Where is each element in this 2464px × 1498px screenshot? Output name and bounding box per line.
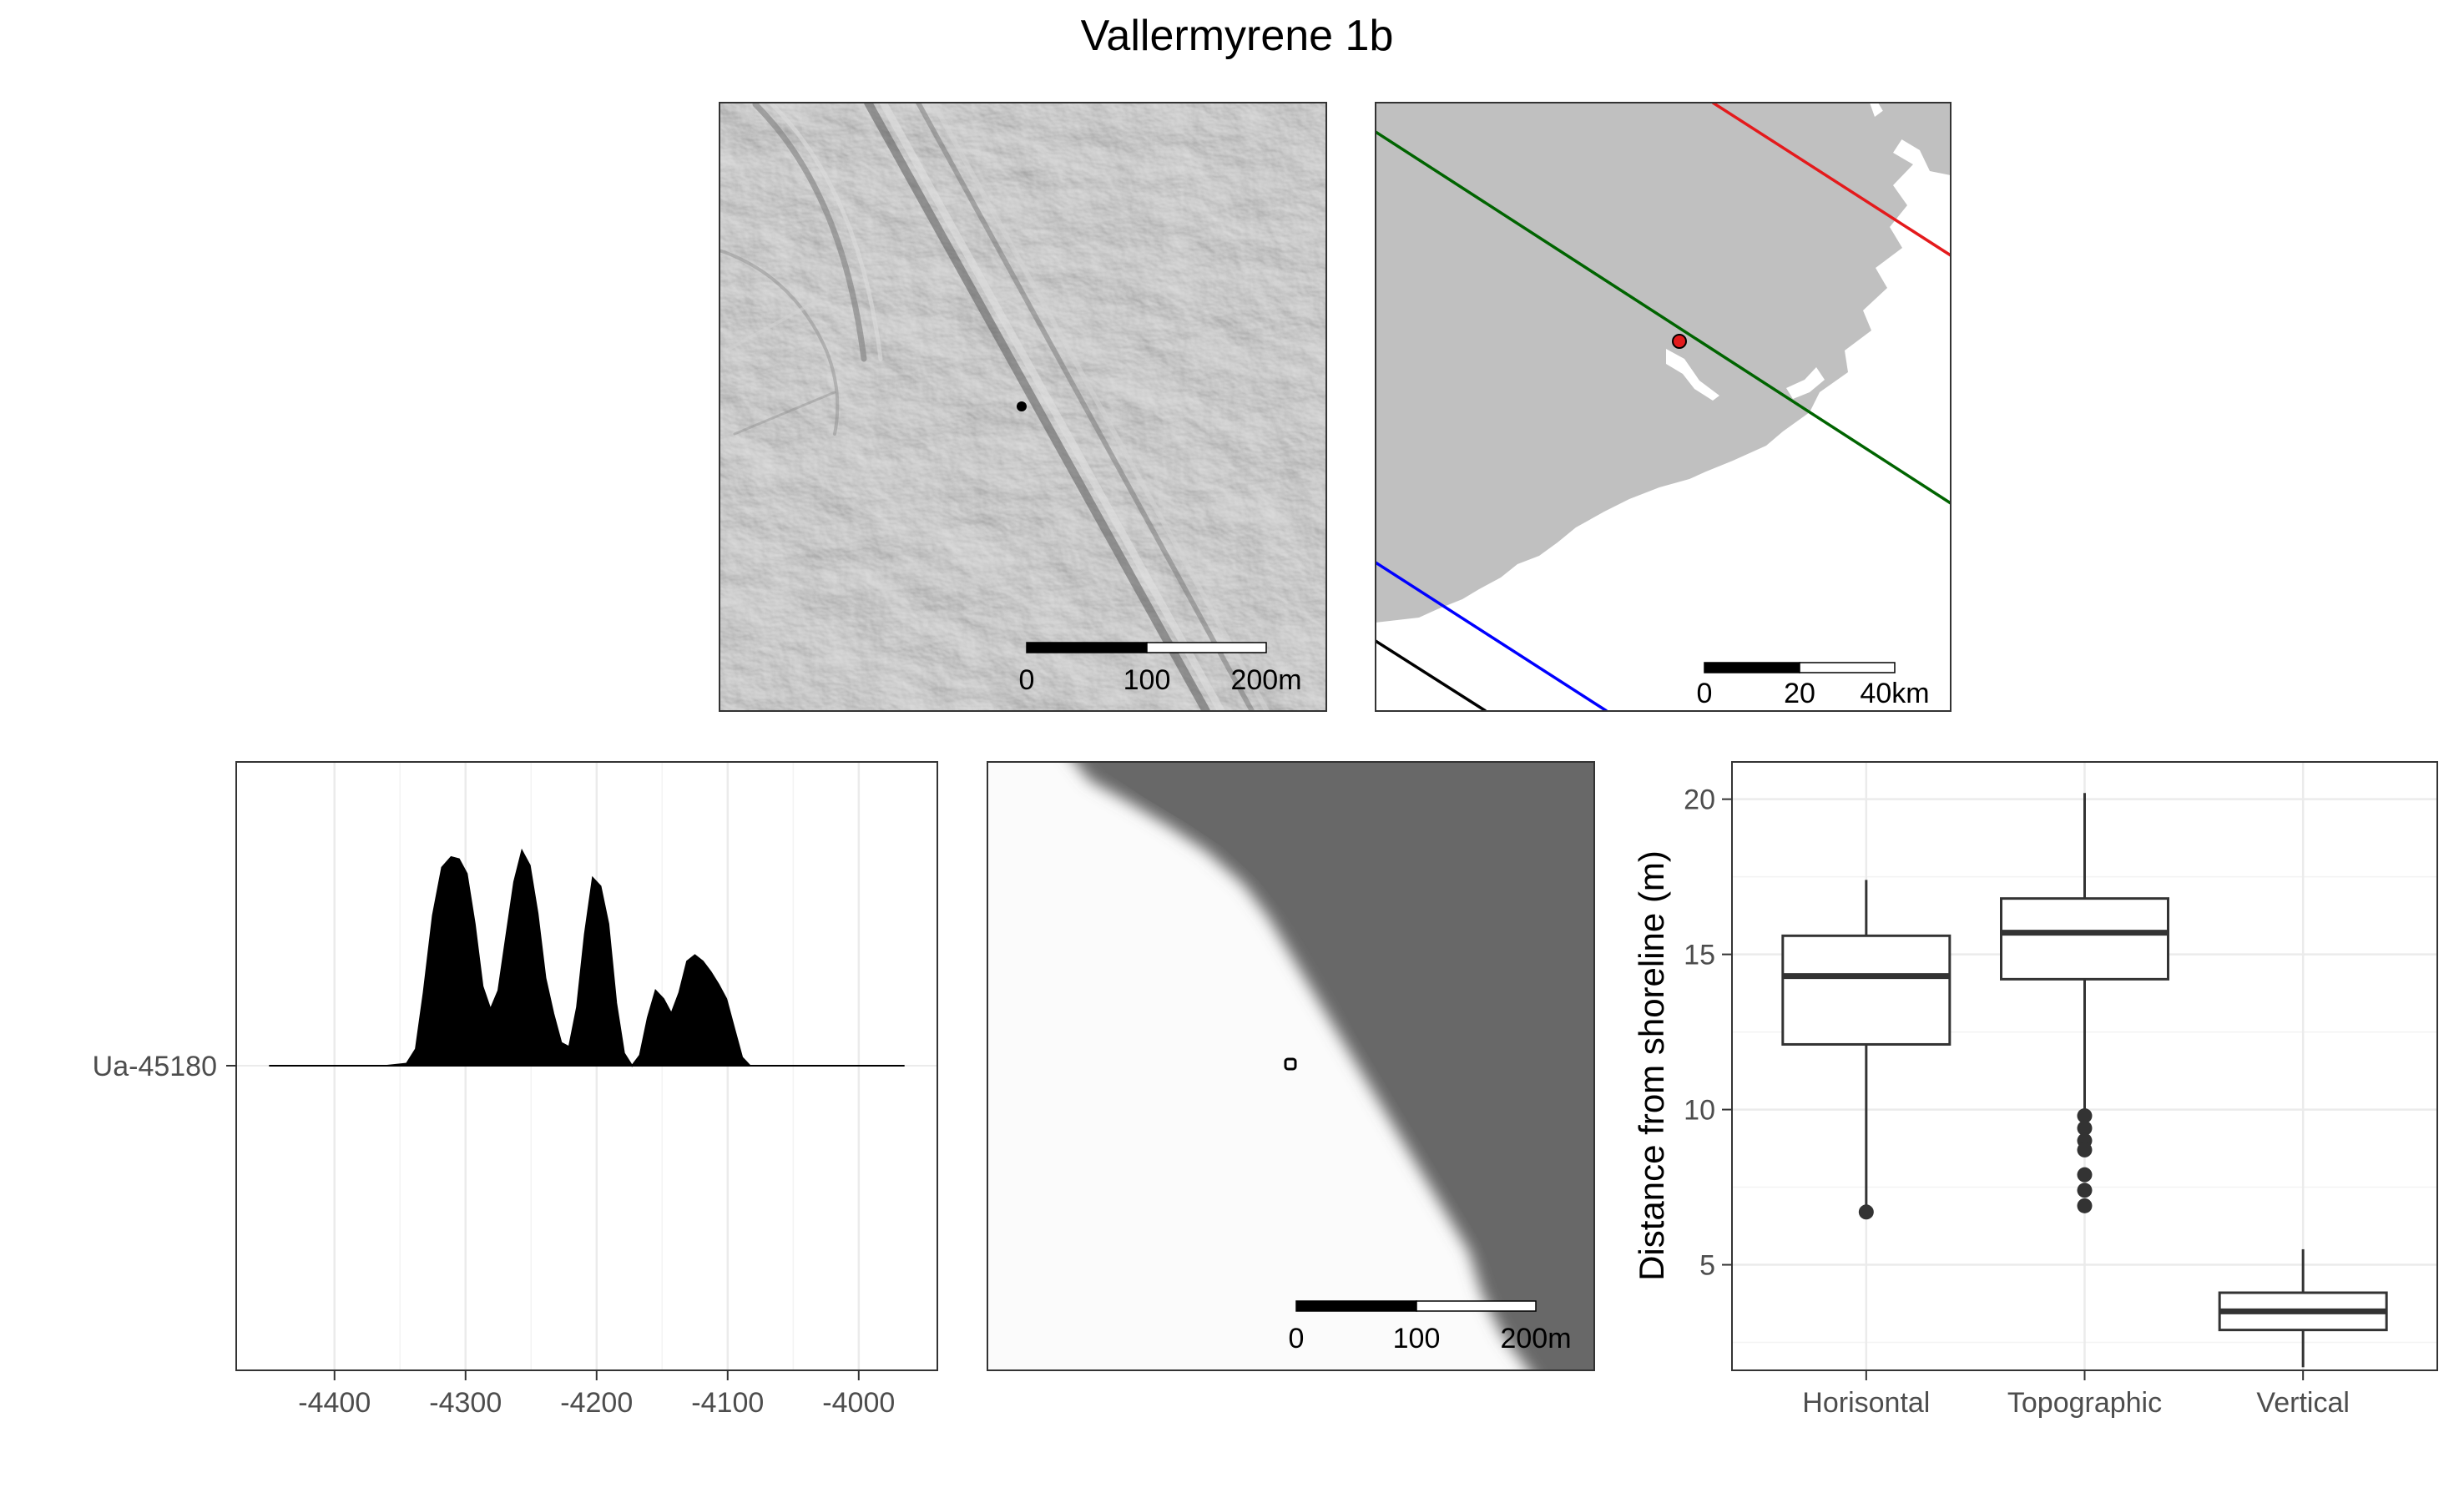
outlier-point (1858, 1204, 1874, 1220)
scale-bar: 0 20 40km (1697, 662, 1930, 709)
box (1781, 934, 1952, 1046)
y-tick-label: Ua-45180 (93, 1051, 217, 1082)
local-dem-panel: 0 100 200m (719, 102, 1327, 712)
site-polygon (1284, 1057, 1297, 1071)
y-tick-label: 15 (1684, 940, 1715, 971)
box (2000, 897, 2169, 981)
x-tick-label: Horisontal (1802, 1387, 1930, 1419)
scale-label: 0 (1697, 678, 1713, 709)
boxplot-vertical (2218, 1248, 2388, 1368)
y-tick-label: 20 (1684, 784, 1715, 816)
density-curve (269, 848, 905, 1067)
scale-bar: 0 100 200m (1289, 1300, 1572, 1354)
site-point (1672, 334, 1687, 349)
scale-label: 200m (1500, 1323, 1571, 1354)
outlier-point (2077, 1183, 2093, 1198)
axes: 5 10 15 20 Horisontal Topographic Vertical (1684, 784, 2350, 1419)
outlier-point (2077, 1198, 2093, 1213)
boxplot-panel: 5 10 15 20 Horisontal Topographic Vertical Dis… (1632, 761, 2438, 1419)
outlier-point (2077, 1142, 2093, 1158)
figure-title: Vallermyrene 1b (1081, 12, 1394, 60)
isobase-red (1712, 103, 1951, 257)
isobase-blue (1376, 561, 1608, 711)
site-polygon (1017, 401, 1027, 411)
scale-label: 0 (1019, 664, 1035, 696)
x-tick-label: Topographic (2007, 1387, 2162, 1419)
isobase-green (1376, 130, 1951, 505)
scale-label: 100 (1123, 664, 1171, 696)
boxplots (1781, 793, 2388, 1368)
terrain-features (720, 103, 1270, 711)
regional-map-panel: 0 20 40km (1375, 102, 1952, 712)
x-tick-label: -4200 (560, 1387, 633, 1419)
boxplot-topographic (2000, 793, 2169, 1213)
isobase-black (1376, 639, 1487, 711)
outlier-point (2077, 1167, 2093, 1183)
x-tick-label: -4300 (429, 1387, 502, 1419)
scale-label: 200m (1230, 664, 1301, 696)
panel-border (1375, 102, 1952, 712)
x-tick-label: -4000 (822, 1387, 895, 1419)
inlet (1786, 367, 1825, 399)
density-panel: -4400 -4300 -4200 -4100 -4000 Ua-45180 (93, 761, 938, 1419)
shoreline-map-panel: 0 100 200m (987, 761, 1595, 1371)
land (1878, 103, 1951, 175)
scale-label: 0 (1289, 1323, 1305, 1354)
scale-bar: 0 100 200m (1019, 642, 1302, 696)
y-tick-label: 5 (1699, 1250, 1715, 1282)
scale-label: 100 (1393, 1323, 1441, 1354)
boxplot-horisontal (1781, 880, 1952, 1220)
panel-border (987, 761, 1595, 1371)
x-tick-label: -4400 (298, 1387, 371, 1419)
x-tick-label: Vertical (2256, 1387, 2350, 1419)
panel-border (719, 102, 1327, 712)
sea-dark (1098, 762, 1594, 1370)
inlet (1666, 349, 1719, 401)
x-tick-label: -4100 (691, 1387, 764, 1419)
outlier-point (2077, 1120, 2093, 1136)
scale-label: 40km (1860, 678, 1929, 709)
y-axis-title: Distance from shoreline (m) (1632, 850, 1671, 1281)
outlier-point (2077, 1108, 2093, 1124)
x-axis: -4400 -4300 -4200 -4100 -4000 (298, 1370, 895, 1419)
land (1376, 103, 1913, 623)
scale-label: 20 (1784, 678, 1815, 709)
y-tick-label: 10 (1684, 1095, 1715, 1127)
